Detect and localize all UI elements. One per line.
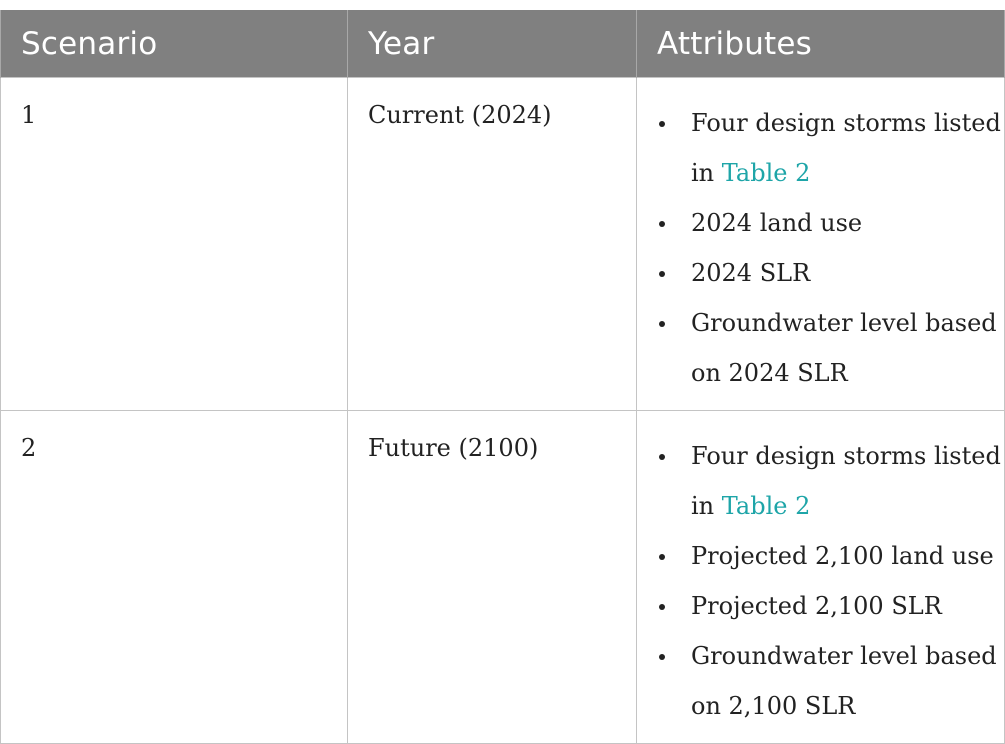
attributes-cell: Four design storms listed in Table 2 Pro…: [636, 410, 1005, 744]
attributes-list: Four design storms listed in Table 2 Pro…: [637, 431, 1004, 731]
attribute-item: Groundwater level based on 2024 SLR: [637, 298, 1004, 398]
year-cell: Current (2024): [347, 77, 637, 411]
year-value: Current (2024): [368, 101, 552, 129]
header-year: Year: [347, 10, 637, 78]
attribute-item: Projected 2,100 SLR: [637, 581, 1004, 631]
attribute-item: Projected 2,100 land use: [637, 531, 1004, 581]
attribute-item: Groundwater level based on 2,100 SLR: [637, 631, 1004, 731]
table-header-row: Scenario Year Attributes: [0, 10, 1005, 78]
attribute-item: 2024 land use: [637, 198, 1004, 248]
year-cell: Future (2100): [347, 410, 637, 744]
attribute-item: Four design storms listed in Table 2: [637, 98, 1004, 198]
scenario-cell: 2: [0, 410, 348, 744]
attribute-item: Four design storms listed in Table 2: [637, 431, 1004, 531]
scenario-value: 1: [21, 101, 37, 129]
year-value: Future (2100): [368, 434, 539, 462]
table-2-link[interactable]: Table 2: [721, 492, 811, 520]
header-attributes: Attributes: [636, 10, 1005, 78]
header-scenario: Scenario: [0, 10, 348, 78]
scenario-value: 2: [21, 434, 37, 462]
table-row: 2 Future (2100) Four design storms liste…: [0, 410, 1005, 744]
attribute-text: Four design storms listed in: [691, 442, 1001, 520]
table-2-link[interactable]: Table 2: [721, 159, 811, 187]
scenario-cell: 1: [0, 77, 348, 411]
attribute-text: Four design storms listed in: [691, 109, 1001, 187]
table-row: 1 Current (2024) Four design storms list…: [0, 77, 1005, 411]
attributes-cell: Four design storms listed in Table 2 202…: [636, 77, 1005, 411]
attribute-item: 2024 SLR: [637, 248, 1004, 298]
attributes-list: Four design storms listed in Table 2 202…: [637, 98, 1004, 398]
scenario-table: Scenario Year Attributes 1 Current (2024…: [0, 10, 1005, 744]
